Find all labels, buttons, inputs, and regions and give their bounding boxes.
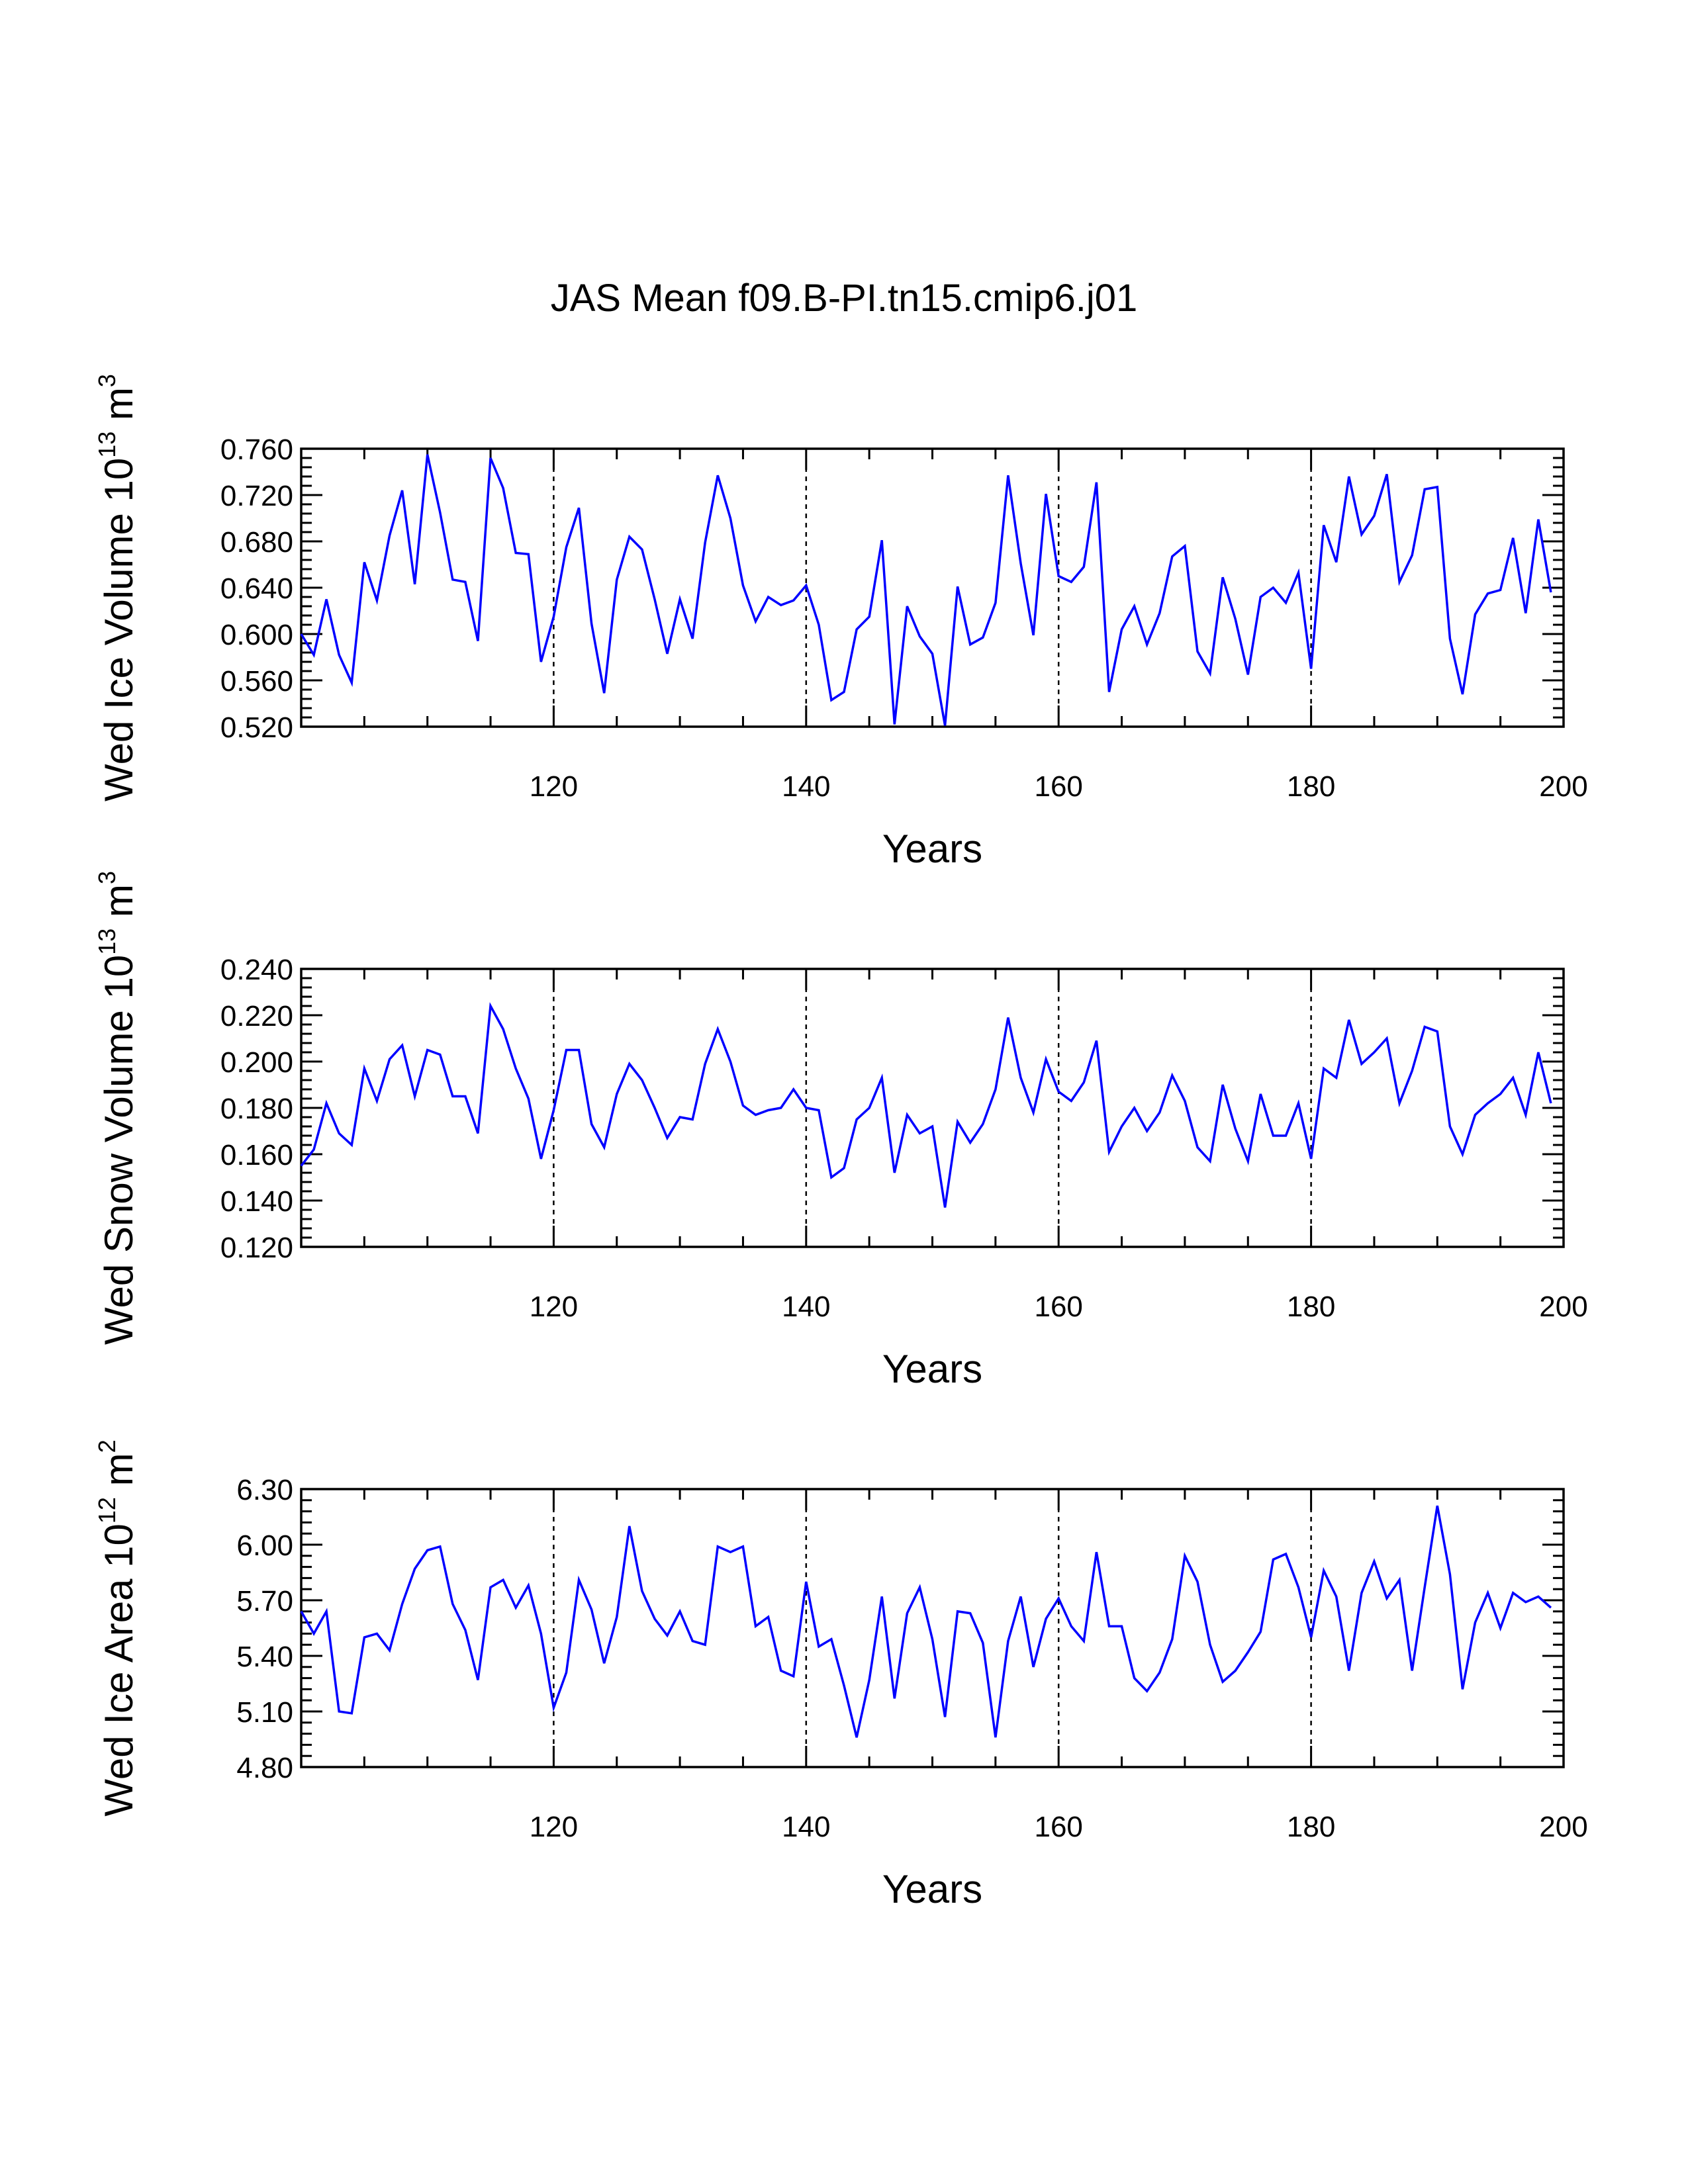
y-axis-title-text: Wed Ice Volume 10 [97,458,141,801]
panels: 120 140 160 180 200 0.520 0.560 0.600 0.640 0.680… [93,374,1588,1911]
y-tick-label: 0.600 [220,619,293,651]
x-tick-label: 160 [1034,1811,1082,1843]
y-tick-label: 6.00 [236,1529,293,1562]
y-axis-title-exponent: 12 [93,1497,120,1524]
series-line-ice-area [300,1505,1552,1738]
y-axis-title-exponent: 13 [93,929,120,955]
x-tick-label: 160 [1034,770,1082,803]
y-tick-label: 0.160 [220,1139,293,1171]
y-tick-label: 0.760 [220,433,293,466]
y-tick-label: 4.80 [236,1752,293,1784]
panel-snow-volume: 120 140 160 180 200 0.120 0.140 0.160 0.180 0.200… [93,871,1588,1391]
y-tick-label: 0.220 [220,1000,293,1032]
y-axis-title: Wed Ice Area 1012 m2 [93,1439,141,1816]
y-axis-title-unit: m [97,387,141,432]
series-line-ice-volume [300,454,1552,726]
panel-ice-volume: 120 140 160 180 200 0.520 0.560 0.600 0.640 0.680… [93,374,1588,871]
x-tick-label: 200 [1539,1291,1587,1323]
x-axis-title: Years [882,1347,982,1391]
x-axis-title: Years [882,827,982,871]
x-tick-label: 140 [782,770,830,803]
panel-ice-area: 120 140 160 180 200 4.80 5.10 5.40 5.70 6.00 6.30 Y… [93,1439,1588,1911]
y-axis-title-unit: m [97,884,141,929]
x-tick-label: 120 [530,770,578,803]
y-tick-label: 5.10 [236,1696,293,1729]
y-axis-title-text: Wed Snow Volume 10 [97,955,141,1345]
y-axis-title-unit: m [97,1453,141,1497]
y-tick-label: 0.240 [220,954,293,986]
y-tick-label: 6.30 [236,1474,293,1506]
y-tick-label: 5.70 [236,1585,293,1617]
y-tick-label: 0.560 [220,665,293,698]
x-tick-label: 120 [530,1811,578,1843]
x-tick-label: 120 [530,1291,578,1323]
y-tick-label: 0.140 [220,1185,293,1218]
y-tick-label: 5.40 [236,1641,293,1673]
y-tick-label: 0.200 [220,1046,293,1079]
y-tick-label: 0.120 [220,1232,293,1264]
series-line-snow-volume [300,1002,1552,1208]
y-axis-title: Wed Snow Volume 1013 m3 [93,871,141,1345]
x-axis-title: Years [882,1867,982,1911]
figure-title: JAS Mean f09.B-PI.tn15.cmip6.j01 [551,277,1138,320]
y-tick-label: 0.680 [220,526,293,559]
x-tick-label: 180 [1287,770,1335,803]
x-tick-label: 160 [1034,1291,1082,1323]
y-tick-label: 0.640 [220,572,293,605]
y-axis-title-unit-exponent: 2 [93,1439,120,1453]
x-tick-label: 180 [1287,1291,1335,1323]
plot-frame [300,1488,1565,1768]
y-tick-label: 0.180 [220,1093,293,1125]
x-tick-label: 180 [1287,1811,1335,1843]
y-axis-title-unit-exponent: 3 [93,374,120,387]
y-axis-title: Wed Ice Volume 1013 m3 [93,374,141,801]
x-tick-label: 200 [1539,770,1587,803]
y-tick-label: 0.520 [220,711,293,744]
x-tick-label: 140 [782,1291,830,1323]
y-tick-label: 0.720 [220,480,293,512]
x-tick-label: 200 [1539,1811,1587,1843]
y-axis-title-text: Wed Ice Area 10 [97,1524,141,1817]
x-tick-label: 140 [782,1811,830,1843]
plot-frame [300,447,1565,728]
y-axis-title-unit-exponent: 3 [93,871,120,884]
y-axis-title-exponent: 13 [93,432,120,458]
